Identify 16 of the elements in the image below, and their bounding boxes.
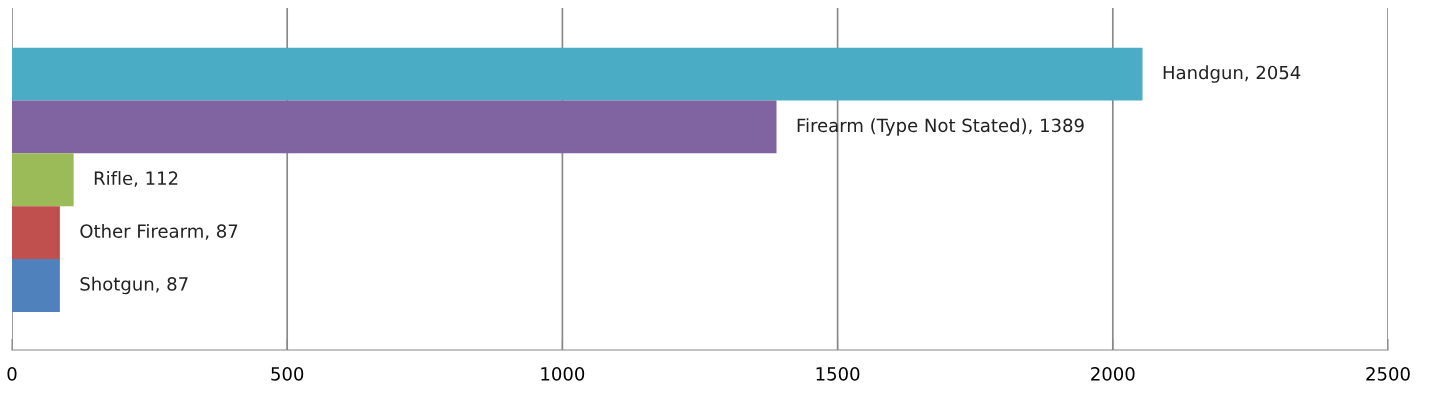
data-label: Handgun, 2054 (1163, 65, 1301, 83)
bar (12, 206, 60, 260)
x-tick-label: 0 (7, 366, 17, 381)
x-tick-label: 500 (271, 366, 304, 381)
bar (12, 259, 60, 312)
x-tick-label: 1500 (816, 366, 860, 381)
x-tick-label: 1000 (541, 366, 585, 381)
bar (12, 153, 74, 207)
data-label: Other Firearm, 87 (80, 223, 238, 240)
data-label: Firearm (Type Not Stated), 1389 (797, 118, 1084, 136)
x-tick-label: 2500 (1366, 366, 1410, 381)
bar (12, 47, 1143, 101)
x-tick-label: 2000 (1091, 366, 1135, 381)
data-label: Rifle, 112 (94, 171, 178, 187)
bar (12, 100, 777, 154)
data-label: Shotgun, 87 (80, 276, 188, 295)
